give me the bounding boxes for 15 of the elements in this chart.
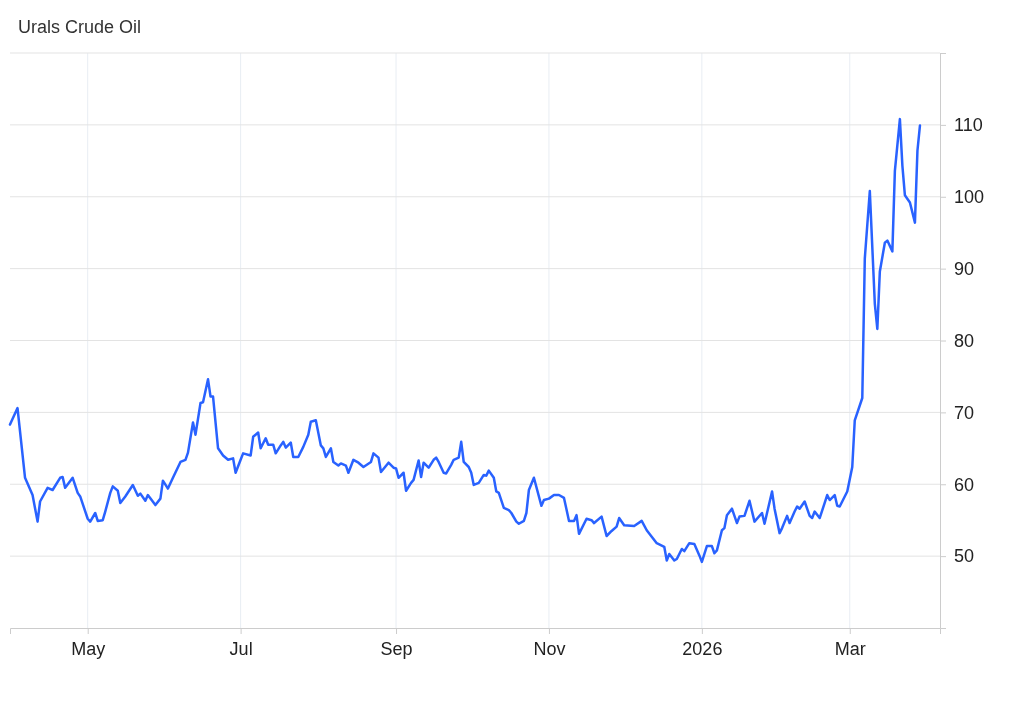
x-tick-label: Nov: [533, 638, 566, 659]
x-tick-label: 2026: [682, 638, 723, 659]
chart-title: Urals Crude Oil: [18, 17, 142, 37]
x-tick-label: Jul: [229, 638, 253, 659]
x-tick-label: May: [71, 638, 106, 659]
y-tick-label: 80: [954, 330, 975, 351]
x-tick-label: Sep: [380, 638, 413, 659]
y-tick-label: 70: [954, 402, 975, 423]
x-tick-label: Mar: [834, 638, 866, 659]
y-tick-label: 110: [954, 115, 983, 136]
line-series: [8, 117, 922, 564]
y-tick-label: 50: [954, 546, 975, 567]
y-tick-label: 90: [954, 258, 975, 279]
y-tick-label: 100: [954, 187, 985, 208]
y-tick-label: 60: [954, 474, 975, 495]
